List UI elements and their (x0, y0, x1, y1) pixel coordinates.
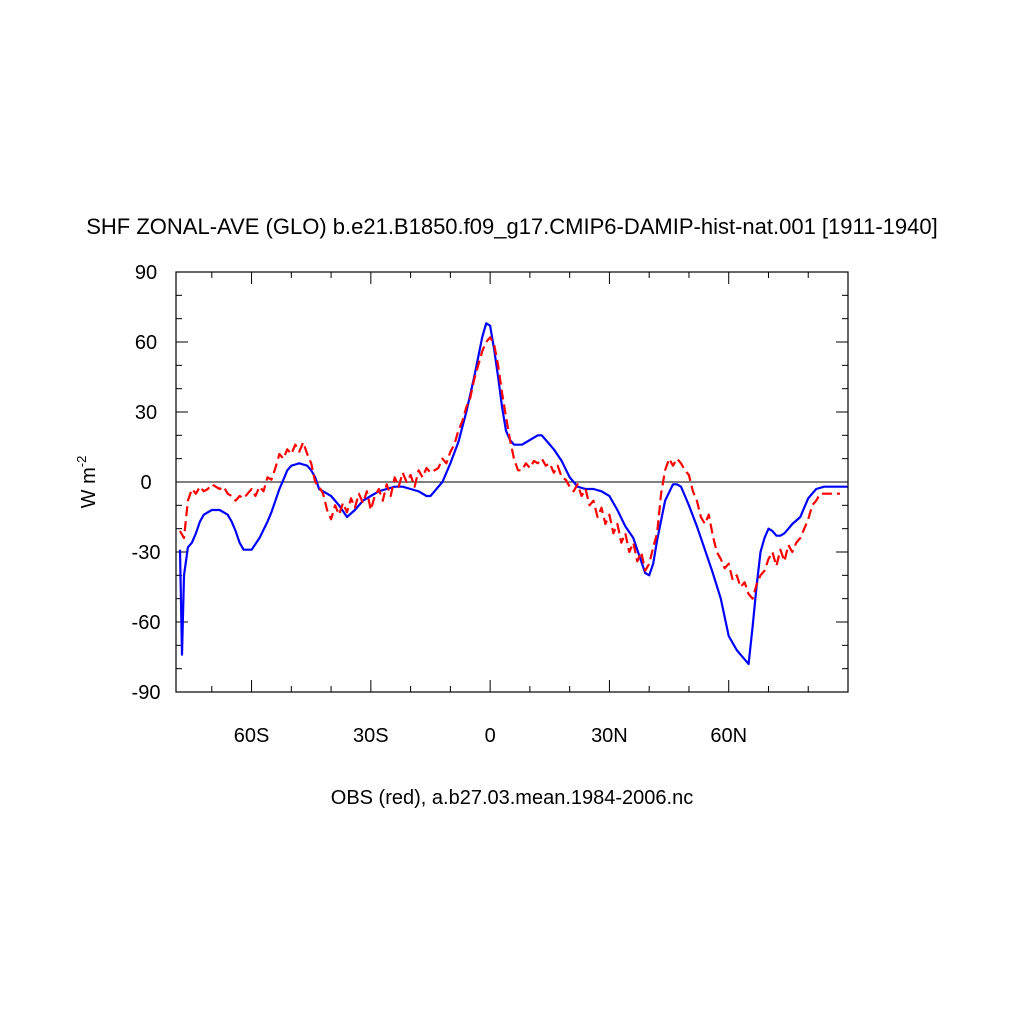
x-tick-label: 30N (591, 725, 628, 747)
y-axis-label-superscript: -2 (74, 456, 89, 468)
series-line-1 (178, 322, 848, 666)
series-layer (178, 322, 848, 666)
y-tick-label: -60 (132, 612, 161, 634)
y-axis-label: W m-2 (74, 456, 100, 509)
y-tick-label: 60 (135, 332, 157, 354)
y-axis-label-text: W m (78, 467, 100, 508)
plot-frame (175, 271, 849, 693)
x-tick-label: 60S (234, 725, 270, 747)
series-line-2 (179, 336, 840, 600)
chart-caption: OBS (red), a.b27.03.mean.1984-2006.nc (330, 787, 694, 809)
x-tick-label: 0 (485, 725, 496, 747)
labels-layer: 90 60 30 0 -30 -60 -90 60S 30S 0 30N 60N (132, 262, 748, 747)
x-tick-label: 30S (353, 725, 389, 747)
y-tick-label: -30 (132, 542, 161, 564)
y-tick-label: 30 (135, 402, 157, 424)
y-tick-label: 90 (135, 262, 157, 284)
x-tick-label: 60N (710, 725, 747, 747)
y-tick-label: 0 (140, 472, 151, 494)
chart-title: SHF ZONAL-AVE (GLO) b.e21.B1850.f09_g17.… (86, 214, 938, 239)
y-tick-label: -90 (132, 682, 161, 704)
